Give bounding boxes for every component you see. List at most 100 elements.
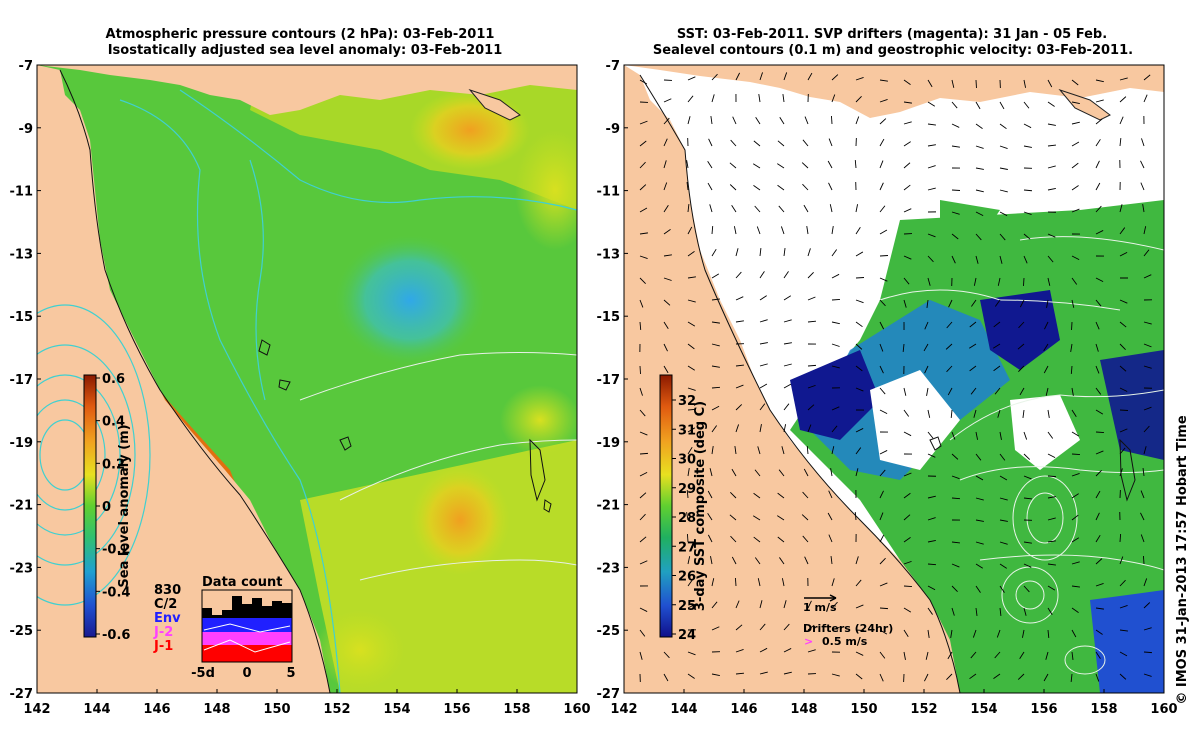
velocity-arrow (687, 321, 696, 327)
velocity-arrow (855, 204, 859, 213)
velocity-arrow (1071, 537, 1080, 543)
right-sst-dark-blue-1 (790, 350, 880, 440)
velocity-arrow (1071, 121, 1080, 125)
velocity-arrow (802, 535, 809, 543)
right-colorbar-tick-label: 28 (678, 511, 696, 526)
velocity-arrow (1119, 579, 1126, 587)
velocity-arrow (807, 424, 812, 433)
velocity-arrow (1141, 138, 1145, 147)
velocity-arrow (946, 365, 953, 373)
velocity-arrow (783, 363, 792, 367)
velocity-arrow (1047, 277, 1051, 286)
velocity-arrow (1022, 409, 1025, 418)
velocity-arrow (1044, 321, 1049, 330)
velocity-arrow (711, 343, 720, 347)
velocity-arrow (711, 298, 720, 301)
velocity-arrow (999, 167, 1008, 170)
velocity-arrow (827, 160, 833, 169)
velocity-arrow (828, 138, 833, 147)
velocity-arrow (732, 116, 737, 125)
velocity-arrow (759, 319, 768, 323)
velocity-arrow (1047, 409, 1050, 418)
velocity-arrow (663, 651, 670, 659)
velocity-arrow (951, 585, 958, 593)
velocity-arrow (1043, 673, 1049, 682)
velocity-arrow (1071, 299, 1075, 308)
velocity-arrow (903, 431, 912, 437)
data-count-legend-3: J-1 (153, 639, 173, 654)
velocity-arrow (831, 673, 840, 677)
velocity-arrow (903, 79, 911, 85)
velocity-arrow (1023, 585, 1030, 593)
velocity-arrow (1095, 387, 1102, 395)
velocity-arrow (1095, 182, 1101, 191)
velocity-arrow (1071, 208, 1080, 213)
velocity-arrow (903, 514, 911, 521)
velocity-arrow (663, 321, 669, 329)
velocity-arrow (687, 673, 695, 679)
velocity-arrow (831, 74, 839, 81)
velocity-arrow (783, 319, 792, 323)
velocity-arrow (879, 512, 884, 521)
right-colorbar-tick-label: 25 (678, 599, 696, 614)
velocity-arrow (807, 296, 816, 301)
left-pressure-contour-6 (359, 559, 577, 581)
left-coastline (59, 69, 331, 693)
velocity-arrow (663, 365, 669, 374)
velocity-arrow (997, 277, 1001, 286)
velocity-arrow (927, 563, 937, 566)
velocity-arrow (879, 182, 884, 191)
right-y-tick-label: -13 (597, 247, 621, 262)
left-island-solomon (468, 88, 521, 121)
velocity-arrow (1071, 185, 1079, 191)
velocity-arrow (1071, 431, 1080, 437)
velocity-arrow (735, 648, 744, 653)
velocity-arrow (951, 497, 961, 500)
velocity-arrow (969, 673, 977, 680)
velocity-arrow (879, 343, 884, 352)
velocity-arrow (687, 365, 695, 371)
data-count-legend-0: C/2 (154, 597, 177, 612)
velocity-arrow (711, 446, 714, 455)
velocity-arrow (711, 626, 720, 631)
velocity-arrow (1070, 365, 1073, 375)
velocity-arrow (735, 404, 743, 411)
velocity-arrow (1143, 578, 1148, 587)
right-reef-outlines (929, 436, 1136, 502)
velocity-arrow (927, 453, 936, 458)
velocity-arrow (1023, 189, 1033, 192)
right-colorbar-tick-label: 29 (678, 482, 696, 497)
velocity-arrow (1045, 387, 1049, 396)
velocity-arrow (1095, 431, 1105, 434)
velocity-arrow (879, 118, 887, 125)
velocity-arrow (831, 578, 835, 587)
velocity-arrow (975, 211, 984, 216)
velocity-arrow (711, 405, 720, 411)
velocity-arrow (993, 321, 1001, 328)
velocity-arrow (879, 205, 886, 213)
velocity-arrow (973, 277, 977, 286)
velocity-arrow (1095, 160, 1100, 169)
velocity-arrow (971, 299, 977, 307)
velocity-arrow (1023, 497, 1032, 500)
right-cloud-patch-1 (870, 370, 960, 470)
velocity-arrow (734, 577, 737, 587)
velocity-arrow (687, 226, 693, 235)
velocity-arrow (1095, 673, 1100, 682)
left-pressure-contour-5 (339, 439, 577, 501)
velocity-arrow (711, 94, 715, 103)
velocity-arrow (948, 299, 953, 308)
velocity-arrow (1047, 475, 1057, 478)
velocity-arrow (831, 365, 840, 369)
left-y-tick-label: -9 (19, 122, 33, 137)
velocity-arrow (945, 343, 953, 350)
velocity-arrow (951, 563, 960, 568)
drifter-legend-title: Drifters (24hr) (803, 622, 893, 635)
left-x-tick-label: 152 (323, 702, 350, 717)
velocity-arrow (879, 450, 888, 455)
velocity-arrow (854, 511, 857, 521)
right-geostrophic-velocity-arrows (639, 72, 1153, 683)
velocity-arrow (903, 255, 912, 260)
velocity-arrow (1095, 321, 1100, 330)
velocity-arrow (1119, 204, 1123, 213)
